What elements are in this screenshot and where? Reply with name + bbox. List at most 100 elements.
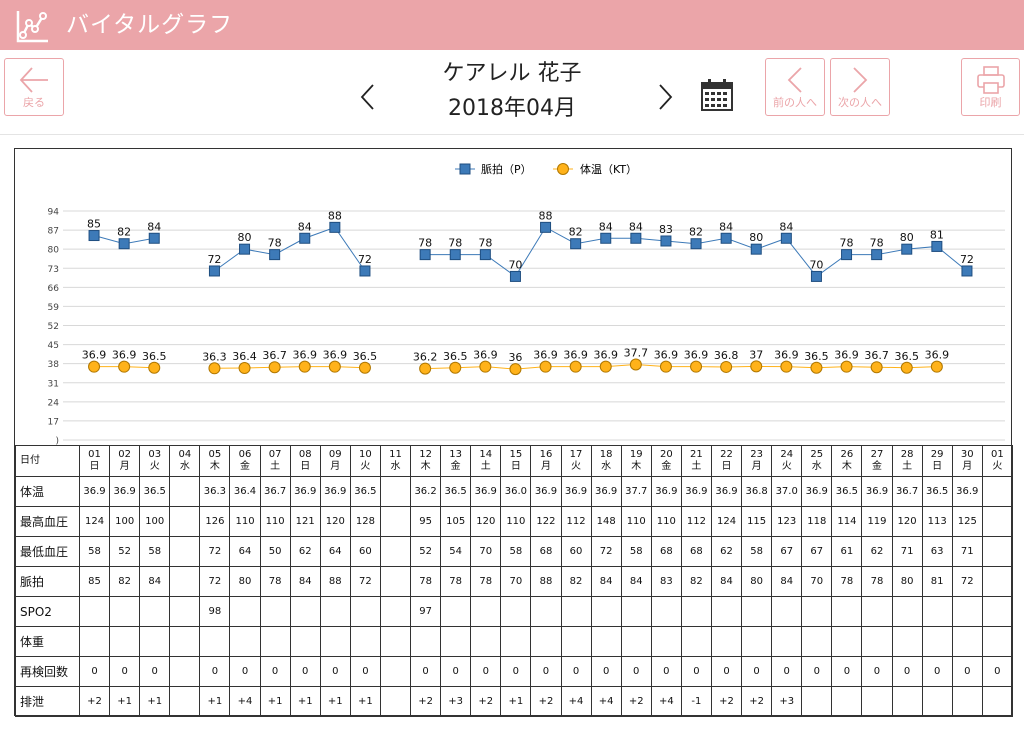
table-cell[interactable] — [620, 626, 652, 657]
table-cell[interactable]: 110 — [650, 506, 682, 537]
print-button[interactable]: 印刷 — [961, 58, 1020, 116]
table-cell[interactable]: +4 — [560, 686, 592, 717]
table-cell[interactable]: 0 — [78, 656, 111, 687]
table-cell[interactable] — [349, 626, 381, 657]
table-cell[interactable] — [981, 686, 1013, 717]
table-cell[interactable] — [921, 686, 953, 717]
table-cell[interactable] — [771, 596, 803, 627]
table-cell[interactable]: 84 — [590, 566, 622, 597]
table-cell[interactable]: 0 — [861, 656, 893, 687]
table-cell[interactable]: 124 — [78, 506, 111, 537]
table-cell[interactable]: 0 — [590, 656, 622, 687]
next-month-arrow-icon[interactable] — [655, 83, 675, 111]
table-cell[interactable]: 119 — [861, 506, 893, 537]
table-cell[interactable]: 0 — [620, 656, 652, 687]
table-cell[interactable]: 95 — [410, 506, 442, 537]
table-cell[interactable] — [289, 626, 321, 657]
table-cell[interactable]: 52 — [410, 536, 442, 567]
table-cell[interactable]: 70 — [470, 536, 502, 567]
table-cell[interactable]: 36.3 — [199, 476, 231, 507]
table-cell[interactable] — [259, 596, 291, 627]
table-cell[interactable]: 36.5 — [921, 476, 953, 507]
table-cell[interactable]: 0 — [229, 656, 261, 687]
table-cell[interactable] — [379, 566, 412, 597]
table-cell[interactable]: 0 — [951, 656, 983, 687]
table-cell[interactable] — [169, 536, 201, 567]
table-cell[interactable]: 36.9 — [109, 476, 141, 507]
table-cell[interactable]: 36.9 — [861, 476, 893, 507]
table-cell[interactable]: 60 — [560, 536, 592, 567]
table-cell[interactable] — [379, 656, 412, 687]
table-cell[interactable]: 97 — [410, 596, 442, 627]
table-cell[interactable] — [590, 626, 622, 657]
table-cell[interactable]: 68 — [650, 536, 682, 567]
table-cell[interactable]: +1 — [139, 686, 171, 717]
table-cell[interactable]: 88 — [319, 566, 351, 597]
table-cell[interactable]: 0 — [981, 656, 1013, 687]
table-cell[interactable]: 0 — [470, 656, 502, 687]
table-cell[interactable]: 0 — [289, 656, 321, 687]
table-cell[interactable]: 0 — [891, 656, 923, 687]
table-cell[interactable] — [981, 506, 1013, 537]
table-cell[interactable]: 118 — [801, 506, 833, 537]
table-cell[interactable]: 60 — [349, 536, 381, 567]
table-cell[interactable]: 63 — [921, 536, 953, 567]
table-cell[interactable] — [981, 536, 1013, 567]
table-cell[interactable]: 71 — [951, 536, 983, 567]
table-cell[interactable] — [109, 596, 141, 627]
table-cell[interactable]: 36.4 — [229, 476, 261, 507]
table-cell[interactable]: 82 — [109, 566, 141, 597]
table-cell[interactable]: 0 — [139, 656, 171, 687]
table-cell[interactable]: 110 — [620, 506, 652, 537]
table-cell[interactable]: 36.9 — [590, 476, 622, 507]
table-cell[interactable]: 36.9 — [710, 476, 743, 507]
table-cell[interactable] — [861, 686, 893, 717]
table-cell[interactable]: 72 — [349, 566, 381, 597]
table-cell[interactable] — [620, 596, 652, 627]
table-cell[interactable]: 0 — [801, 656, 833, 687]
table-cell[interactable]: +1 — [319, 686, 351, 717]
table-cell[interactable]: 36.9 — [560, 476, 592, 507]
table-cell[interactable] — [500, 596, 532, 627]
table-cell[interactable]: +1 — [259, 686, 291, 717]
table-cell[interactable]: +2 — [620, 686, 652, 717]
table-cell[interactable]: 36.2 — [410, 476, 442, 507]
table-cell[interactable] — [710, 626, 743, 657]
table-cell[interactable]: 128 — [349, 506, 381, 537]
table-cell[interactable]: 36.5 — [139, 476, 171, 507]
table-cell[interactable] — [590, 596, 622, 627]
table-cell[interactable]: 84 — [771, 566, 803, 597]
table-cell[interactable] — [801, 686, 833, 717]
table-cell[interactable]: 62 — [861, 536, 893, 567]
table-cell[interactable] — [169, 596, 201, 627]
table-cell[interactable] — [199, 626, 231, 657]
table-cell[interactable] — [530, 626, 562, 657]
table-cell[interactable] — [981, 626, 1013, 657]
table-cell[interactable]: 0 — [319, 656, 351, 687]
table-cell[interactable]: 78 — [470, 566, 502, 597]
table-cell[interactable]: +2 — [470, 686, 502, 717]
table-cell[interactable]: 36.8 — [741, 476, 773, 507]
table-cell[interactable]: 84 — [620, 566, 652, 597]
table-cell[interactable]: 81 — [921, 566, 953, 597]
table-cell[interactable]: 78 — [861, 566, 893, 597]
table-cell[interactable] — [139, 596, 171, 627]
table-cell[interactable]: 0 — [109, 656, 141, 687]
table-cell[interactable]: 72 — [199, 536, 231, 567]
table-cell[interactable]: 36.9 — [319, 476, 351, 507]
table-cell[interactable]: 80 — [891, 566, 923, 597]
table-cell[interactable]: 72 — [951, 566, 983, 597]
table-cell[interactable]: 122 — [530, 506, 562, 537]
table-cell[interactable]: 36.9 — [78, 476, 111, 507]
table-cell[interactable] — [921, 626, 953, 657]
prev-month-arrow-icon[interactable] — [358, 83, 378, 111]
table-cell[interactable] — [470, 626, 502, 657]
table-cell[interactable]: -1 — [680, 686, 712, 717]
table-cell[interactable]: 78 — [259, 566, 291, 597]
table-cell[interactable]: 0 — [650, 656, 682, 687]
table-cell[interactable]: 78 — [440, 566, 472, 597]
table-cell[interactable]: 58 — [78, 536, 111, 567]
table-cell[interactable]: 52 — [109, 536, 141, 567]
table-cell[interactable]: +1 — [349, 686, 381, 717]
table-cell[interactable]: 110 — [500, 506, 532, 537]
